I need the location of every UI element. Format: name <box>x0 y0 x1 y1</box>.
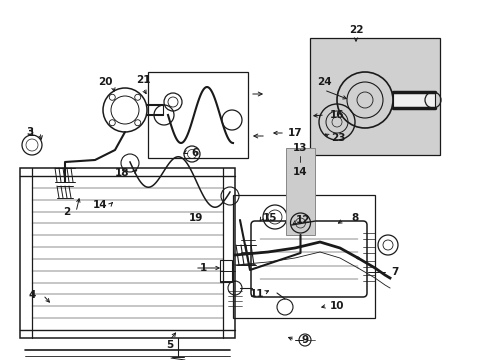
Text: 14: 14 <box>93 200 107 210</box>
Text: 17: 17 <box>287 128 302 138</box>
Text: 7: 7 <box>390 267 398 277</box>
Text: 3: 3 <box>26 127 34 137</box>
Text: 13: 13 <box>292 143 306 153</box>
Text: 24: 24 <box>316 77 331 87</box>
Text: 8: 8 <box>351 213 358 223</box>
Text: 4: 4 <box>28 290 36 300</box>
Text: 11: 11 <box>249 289 264 299</box>
Text: 9: 9 <box>301 335 308 345</box>
Text: 6: 6 <box>191 148 198 158</box>
Text: 15: 15 <box>262 213 277 223</box>
Bar <box>220 260 231 282</box>
Bar <box>232 195 374 318</box>
Bar <box>20 168 235 338</box>
Text: 20: 20 <box>98 77 112 87</box>
Bar <box>148 72 247 158</box>
Text: 10: 10 <box>329 301 344 311</box>
Text: 16: 16 <box>329 110 344 120</box>
Bar <box>309 38 439 155</box>
Bar <box>285 148 314 235</box>
Bar <box>392 92 434 108</box>
Text: 23: 23 <box>330 133 345 143</box>
Text: 1: 1 <box>199 263 206 273</box>
Text: 21: 21 <box>136 75 150 85</box>
Text: 2: 2 <box>63 207 70 217</box>
Text: 22: 22 <box>348 25 363 35</box>
Text: 5: 5 <box>166 340 173 350</box>
Text: 14: 14 <box>292 167 306 177</box>
Text: 18: 18 <box>115 168 129 178</box>
Text: 12: 12 <box>295 215 309 225</box>
Text: 19: 19 <box>188 213 203 223</box>
